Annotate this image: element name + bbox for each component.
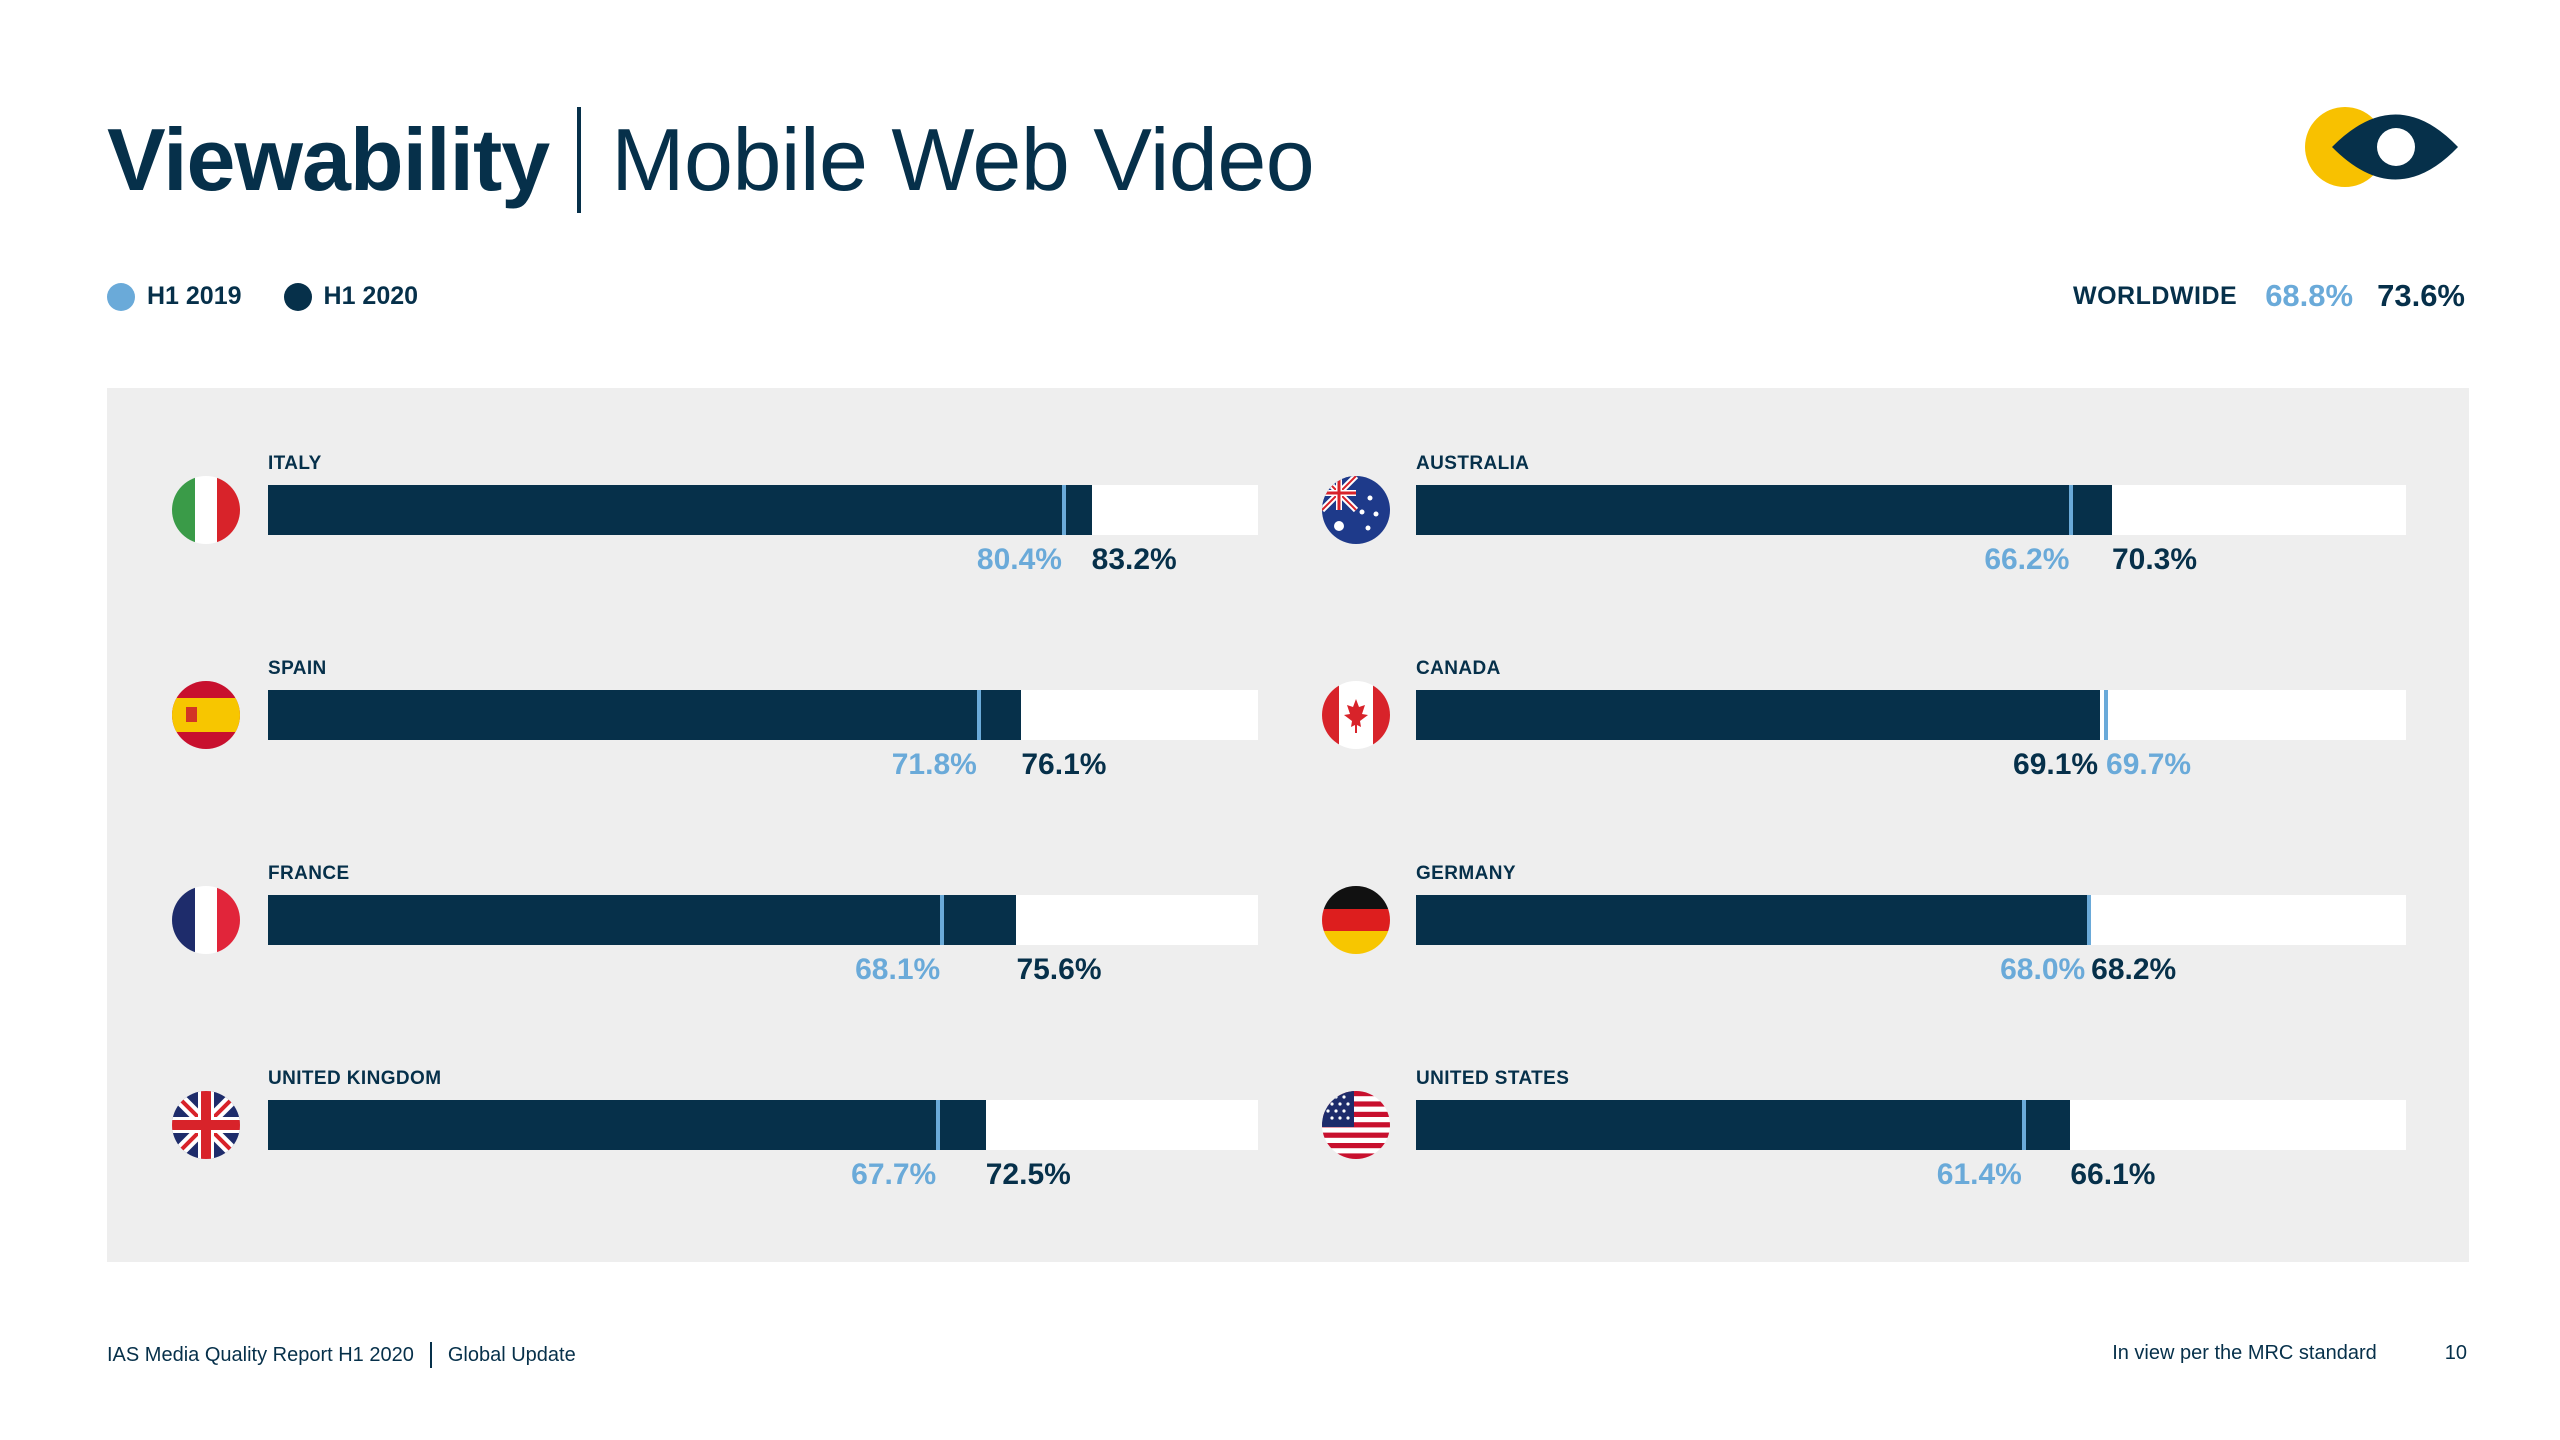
australia-flag-icon — [1322, 476, 1390, 544]
bar-track-canada — [1416, 690, 2406, 740]
country-label-germany: GERMANY — [1416, 863, 1516, 884]
country-label-spain: SPAIN — [268, 658, 327, 679]
chart-panel: ITALY 80.4% 83.2% SPAIN 71.8% 76.1% FRANCE 68.1… — [107, 388, 2469, 1262]
country-label-canada: CANADA — [1416, 658, 1501, 679]
chart-legend: H1 2019 H1 2020 — [107, 282, 460, 311]
marker-h1-2019-canada — [2104, 690, 2109, 740]
bar-track-united-states — [1416, 1100, 2406, 1150]
value-label-h1-2019-australia: 66.2% — [1984, 543, 2070, 576]
marker-h1-2019-australia — [2069, 485, 2074, 535]
bar-track-germany — [1416, 895, 2406, 945]
marker-h1-2019-united-states — [2021, 1100, 2026, 1150]
footer-report: IAS Media Quality Report H1 2020 — [107, 1343, 414, 1366]
united-kingdom-flag-icon — [172, 1091, 240, 1159]
germany-flag-icon — [1322, 886, 1390, 954]
legend-dot-h1-2019 — [107, 282, 135, 311]
footer-note: In view per the MRC standard — [2112, 1342, 2377, 1364]
worldwide-value-2019: 68.8% — [2265, 278, 2354, 313]
legend-label-h1-2019: H1 2019 — [147, 282, 242, 310]
title-bold: Viewability — [107, 110, 550, 209]
footer-section: Global Update — [447, 1343, 576, 1366]
value-label-h1-2019-canada: 69.7% — [2106, 748, 2192, 781]
bar-h1-2020-italy — [268, 485, 1092, 535]
value-label-h1-2019-united-states: 61.4% — [1936, 1158, 2022, 1191]
legend-dot-h1-2020 — [283, 282, 312, 311]
footer-right: In view per the MRC standard 10 — [2112, 1342, 2467, 1365]
value-label-h1-2019-united-kingdom: 67.7% — [851, 1158, 937, 1191]
marker-h1-2019-france — [940, 895, 945, 945]
marker-h1-2019-spain — [976, 690, 981, 740]
country-label-united-states: UNITED STATES — [1416, 1068, 1570, 1089]
value-label-h1-2020-united-states: 66.1% — [2070, 1158, 2156, 1191]
legend-item-h1-2020: H1 2020 — [283, 282, 419, 311]
title-divider — [577, 107, 582, 213]
bar-track-france — [268, 895, 1258, 945]
bar-track-italy — [268, 485, 1258, 535]
marker-h1-2019-italy — [1061, 485, 1066, 535]
page-title: Viewability Mobile Web Video — [107, 100, 1315, 220]
bar-track-spain — [268, 690, 1258, 740]
country-label-united-kingdom: UNITED KINGDOM — [268, 1068, 442, 1089]
value-label-h1-2019-germany: 68.0% — [2000, 953, 2086, 986]
value-label-h1-2020-germany: 68.2% — [2091, 953, 2177, 986]
spain-flag-icon — [172, 681, 240, 749]
bar-h1-2020-australia — [1416, 485, 2112, 535]
country-label-australia: AUSTRALIA — [1416, 453, 1530, 474]
value-label-h1-2019-france: 68.1% — [855, 953, 941, 986]
marker-h1-2019-germany — [2087, 895, 2092, 945]
bar-h1-2020-germany — [1416, 895, 2092, 945]
footer-divider — [429, 1342, 432, 1368]
canada-flag-icon — [1322, 681, 1390, 749]
value-label-h1-2020-france: 75.6% — [1016, 953, 1102, 986]
value-label-h1-2019-italy: 80.4% — [976, 543, 1062, 576]
worldwide-label: WORLDWIDE — [2072, 281, 2238, 310]
bar-h1-2020-united-states — [1416, 1100, 2071, 1150]
value-label-h1-2020-spain: 76.1% — [1021, 748, 1107, 781]
bar-h1-2020-canada — [1416, 690, 2101, 740]
bar-track-united-kingdom — [268, 1100, 1258, 1150]
value-label-h1-2019-spain: 71.8% — [891, 748, 977, 781]
page-number: 10 — [2444, 1342, 2467, 1364]
bar-h1-2020-spain — [268, 690, 1022, 740]
value-label-h1-2020-canada: 69.1% — [2013, 748, 2099, 781]
bar-track-australia — [1416, 485, 2406, 535]
country-label-france: FRANCE — [268, 863, 350, 884]
worldwide-value-2020: 73.6% — [2377, 278, 2465, 313]
marker-h1-2019-united-kingdom — [936, 1100, 941, 1150]
legend-item-h1-2019: H1 2019 — [107, 282, 242, 311]
value-label-h1-2020-united-kingdom: 72.5% — [985, 1158, 1071, 1191]
france-flag-icon — [172, 886, 240, 954]
bar-h1-2020-france — [268, 895, 1017, 945]
value-label-h1-2020-italy: 83.2% — [1091, 543, 1177, 576]
italy-flag-icon — [172, 476, 240, 544]
bar-h1-2020-united-kingdom — [268, 1100, 986, 1150]
title-subtitle: Mobile Web Video — [611, 110, 1315, 209]
worldwide-summary: WORLDWIDE 68.8% 73.6% — [2073, 278, 2465, 314]
country-label-italy: ITALY — [268, 453, 322, 474]
united-states-flag-icon — [1322, 1091, 1390, 1159]
ias-logo — [2300, 104, 2470, 194]
value-label-h1-2020-australia: 70.3% — [2111, 543, 2198, 576]
legend-label-h1-2020: H1 2020 — [323, 282, 419, 310]
footer-left: IAS Media Quality Report H1 2020 Global … — [107, 1342, 576, 1368]
